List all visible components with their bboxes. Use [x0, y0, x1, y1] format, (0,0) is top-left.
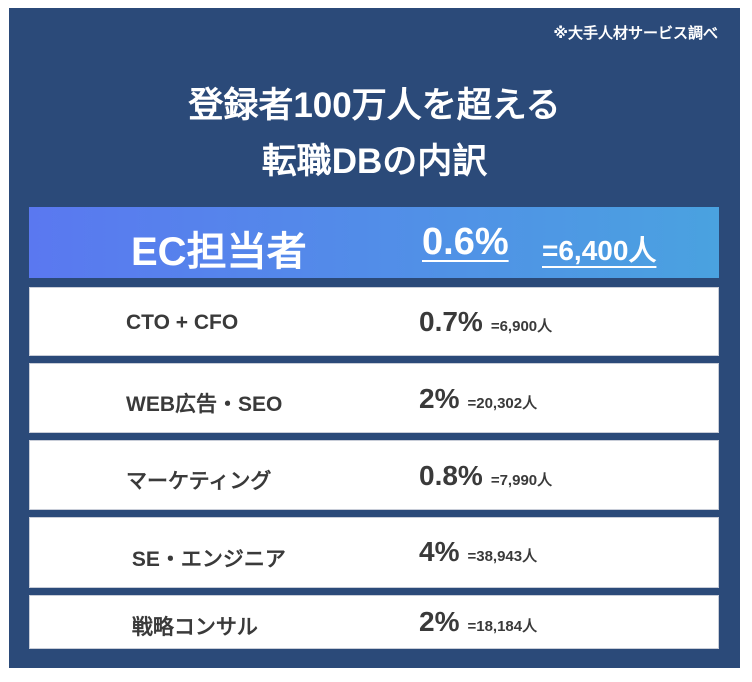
row-label: WEB広告・SEO [126, 393, 283, 416]
highlight-label: EC担当者 [131, 230, 307, 274]
row-label: CTO + CFO [126, 311, 239, 334]
highlight-row: EC担当者 0.6% =6,400人 [29, 207, 719, 278]
row-count: =18,184人 [467, 618, 538, 635]
source-note: ※大手人材サービス調べ [553, 25, 718, 42]
table-row: 戦略コンサル 2% =18,184人 [29, 595, 719, 649]
table-row: CTO + CFO 0.7% =6,900人 [29, 287, 719, 356]
table-row: SE・エンジニア 4% =38,943人 [29, 517, 719, 588]
row-percent: 0.7% =6,900人 [419, 306, 552, 338]
infographic-panel: ※大手人材サービス調べ 登録者100万人を超える 転職DBの内訳 EC担当者 0… [9, 8, 740, 668]
row-count: =6,900人 [490, 318, 553, 335]
percent-value: 4% [419, 536, 460, 567]
row-percent: 0.8% =7,990人 [419, 460, 552, 492]
title-line-2: 転職DBの内訳 [261, 142, 488, 181]
row-label: 戦略コンサル [126, 616, 258, 639]
row-label: マーケティング [126, 470, 272, 493]
title-line-1: 登録者100万人を超える [188, 86, 561, 125]
percent-value: 0.7% [419, 306, 483, 337]
row-count: =7,990人 [490, 472, 553, 489]
percent-value: 0.8% [419, 460, 483, 491]
row-percent: 2% =20,302人 [419, 383, 537, 415]
highlight-count: =6,400人 [542, 235, 657, 266]
row-count: =38,943人 [467, 548, 538, 565]
percent-value: 2% [419, 383, 460, 414]
table-row: WEB広告・SEO 2% =20,302人 [29, 363, 719, 433]
row-percent: 4% =38,943人 [419, 536, 537, 568]
table-row: マーケティング 0.8% =7,990人 [29, 440, 719, 510]
highlight-percent: 0.6% [422, 221, 509, 263]
row-label: SE・エンジニア [126, 548, 286, 571]
row-count: =20,302人 [467, 395, 538, 412]
percent-value: 2% [419, 606, 460, 637]
row-percent: 2% =18,184人 [419, 606, 537, 638]
